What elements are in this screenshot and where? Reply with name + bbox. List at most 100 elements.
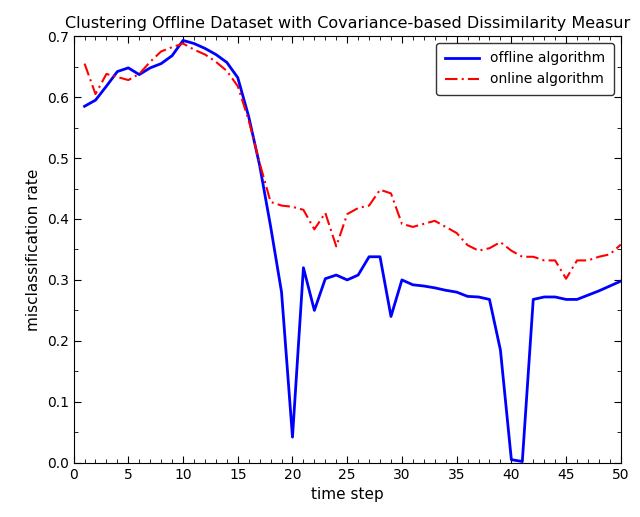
offline algorithm — [300, 265, 307, 271]
offline algorithm — [453, 289, 461, 295]
online algorithm — [376, 187, 384, 193]
offline algorithm — [562, 296, 570, 302]
offline algorithm — [190, 40, 198, 47]
offline algorithm — [529, 296, 537, 302]
offline algorithm — [475, 294, 483, 300]
online algorithm — [409, 224, 417, 230]
offline algorithm — [508, 457, 515, 463]
online algorithm — [332, 244, 340, 250]
offline algorithm — [201, 45, 209, 52]
online algorithm — [256, 160, 264, 166]
offline algorithm — [431, 285, 438, 291]
offline algorithm — [343, 277, 351, 283]
online algorithm — [147, 58, 154, 65]
online algorithm — [387, 190, 395, 196]
offline algorithm — [464, 293, 472, 299]
offline algorithm — [212, 51, 220, 57]
online algorithm — [81, 60, 88, 67]
online algorithm — [136, 71, 143, 77]
offline algorithm — [256, 162, 264, 169]
online algorithm — [321, 210, 329, 216]
online algorithm — [124, 77, 132, 83]
online algorithm — [310, 226, 318, 233]
offline algorithm — [310, 307, 318, 313]
online algorithm — [355, 205, 362, 211]
offline algorithm — [92, 97, 99, 103]
online algorithm — [518, 254, 526, 260]
offline algorithm — [617, 278, 625, 284]
online algorithm — [497, 239, 504, 245]
online algorithm — [573, 257, 581, 264]
online algorithm — [113, 74, 121, 80]
offline algorithm — [136, 71, 143, 78]
online algorithm — [365, 203, 373, 209]
offline algorithm — [584, 292, 592, 298]
online algorithm — [595, 254, 603, 260]
offline algorithm — [332, 272, 340, 278]
offline algorithm — [606, 283, 614, 289]
online algorithm — [617, 241, 625, 248]
Y-axis label: misclassification rate: misclassification rate — [26, 168, 41, 331]
online algorithm — [486, 245, 493, 251]
offline algorithm — [518, 459, 526, 465]
offline algorithm — [245, 114, 253, 120]
offline algorithm — [398, 277, 406, 283]
offline algorithm — [595, 288, 603, 294]
online algorithm — [245, 117, 253, 124]
offline algorithm — [551, 294, 559, 300]
Line: offline algorithm: offline algorithm — [84, 40, 621, 462]
online algorithm — [278, 203, 285, 209]
X-axis label: time step: time step — [311, 487, 383, 502]
offline algorithm — [147, 65, 154, 71]
online algorithm — [343, 211, 351, 217]
offline algorithm — [234, 74, 242, 81]
offline algorithm — [486, 296, 493, 302]
Legend: offline algorithm, online algorithm: offline algorithm, online algorithm — [436, 43, 614, 95]
online algorithm — [168, 44, 176, 50]
online algorithm — [584, 257, 592, 264]
offline algorithm — [267, 223, 275, 230]
online algorithm — [289, 204, 296, 210]
online algorithm — [606, 251, 614, 257]
offline algorithm — [223, 59, 230, 66]
Title: Clustering Offline Dataset with Covariance-based Dissimilarity Measur: Clustering Offline Dataset with Covarian… — [65, 16, 630, 31]
online algorithm — [300, 207, 307, 213]
online algorithm — [398, 221, 406, 227]
online algorithm — [179, 40, 187, 47]
offline algorithm — [278, 289, 285, 295]
offline algorithm — [540, 294, 548, 300]
offline algorithm — [289, 434, 296, 440]
online algorithm — [442, 224, 449, 230]
online algorithm — [453, 230, 461, 236]
online algorithm — [201, 51, 209, 57]
online algorithm — [420, 221, 428, 227]
offline algorithm — [179, 37, 187, 43]
offline algorithm — [497, 347, 504, 353]
online algorithm — [540, 257, 548, 264]
offline algorithm — [573, 296, 581, 302]
online algorithm — [431, 218, 438, 224]
online algorithm — [92, 91, 99, 97]
offline algorithm — [168, 53, 176, 59]
online algorithm — [508, 248, 515, 254]
offline algorithm — [81, 103, 88, 110]
offline algorithm — [387, 313, 395, 320]
online algorithm — [267, 199, 275, 205]
online algorithm — [562, 276, 570, 282]
offline algorithm — [124, 65, 132, 71]
online algorithm — [464, 242, 472, 248]
Line: online algorithm: online algorithm — [84, 43, 621, 279]
offline algorithm — [409, 282, 417, 288]
offline algorithm — [157, 60, 165, 67]
offline algorithm — [376, 254, 384, 260]
online algorithm — [529, 254, 537, 260]
online algorithm — [551, 257, 559, 264]
offline algorithm — [365, 254, 373, 260]
online algorithm — [234, 83, 242, 89]
online algorithm — [102, 71, 110, 77]
online algorithm — [212, 58, 220, 65]
offline algorithm — [113, 68, 121, 74]
online algorithm — [157, 48, 165, 54]
offline algorithm — [420, 283, 428, 289]
online algorithm — [475, 248, 483, 254]
